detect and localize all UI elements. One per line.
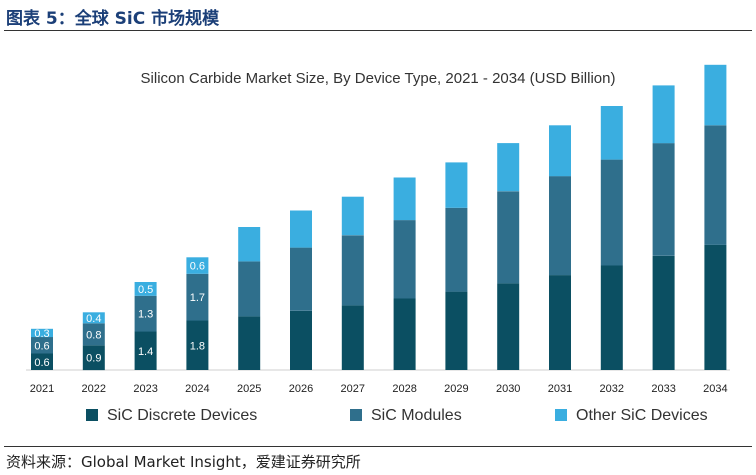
bar-2030-series-1 [497, 191, 520, 284]
x-tick-label: 2029 [444, 383, 468, 395]
legend: SiC Discrete Devices SiC Modules Other SiC… [86, 407, 708, 424]
bar-2033-series-0 [652, 255, 675, 370]
data-label-2021-series-1: 0.6 [34, 340, 49, 352]
x-tick-label: 2027 [341, 383, 365, 395]
bar-2027-series-0 [341, 305, 364, 370]
source-note: 资料来源：Global Market Insight，爱建证券研究所 [6, 453, 361, 471]
bar-2034-series-1 [704, 125, 727, 245]
chart-title: Silicon Carbide Market Size, By Device T… [141, 70, 616, 87]
data-label-2024-series-1: 1.7 [190, 292, 205, 304]
legend-swatch-0 [86, 409, 98, 421]
bar-2025-series-1 [238, 261, 261, 317]
data-label-2021-series-2: 0.3 [34, 328, 49, 340]
bar-2034-series-2 [704, 64, 727, 126]
bar-2021-series-0 [31, 353, 53, 370]
bar-2031-series-2 [549, 125, 571, 177]
bar-2022-series-0 [82, 345, 105, 371]
x-tick-label: 2024 [185, 383, 209, 395]
bar-2024-series-0 [186, 320, 209, 370]
bar-2021-series-2 [31, 328, 53, 338]
data-label-2023-series-0: 1.4 [138, 346, 153, 358]
bar-2025-series-0 [238, 316, 261, 370]
bar-2023-series-0 [134, 331, 157, 370]
bars-group: 0.60.60.30.90.80.41.41.30.51.81.70.6 [31, 64, 727, 371]
x-tick-label: 2034 [703, 383, 727, 395]
legend-swatch-1 [350, 409, 362, 421]
bar-2023-series-2 [134, 282, 157, 296]
x-tick-label: 2032 [600, 383, 624, 395]
bar-2029-series-1 [445, 207, 468, 292]
bar-2030-series-2 [497, 143, 520, 192]
x-tick-label: 2022 [82, 383, 106, 395]
bar-2027-series-2 [341, 196, 364, 236]
legend-label-0: SiC Discrete Devices [107, 407, 257, 424]
figure-title: 图表 5：全球 SiC 市场规模 [6, 9, 220, 29]
bar-2023-series-1 [134, 295, 157, 332]
bar-2032-series-1 [600, 159, 623, 266]
x-ticks-group: 2021 2022 2023 2024 2025 2026 2027 2028 2029 2030… [30, 383, 728, 395]
bar-2034-series-0 [704, 244, 727, 370]
bar-2033-series-2 [652, 85, 675, 144]
legend-label-2: Other SiC Devices [576, 407, 708, 424]
bar-2031-series-1 [549, 176, 571, 276]
x-tick-label: 2021 [30, 383, 54, 395]
x-tick-label: 2028 [392, 383, 416, 395]
bar-2028-series-2 [393, 177, 416, 221]
x-tick-label: 2023 [133, 383, 157, 395]
bar-2026-series-1 [290, 247, 312, 311]
bar-2030-series-0 [497, 283, 520, 370]
x-tick-label: 2031 [548, 383, 572, 395]
bar-2032-series-0 [600, 265, 623, 370]
bar-2026-series-2 [290, 210, 312, 248]
legend-label-1: SiC Modules [371, 407, 462, 424]
legend-swatch-2 [555, 409, 567, 421]
data-label-2022-series-1: 0.8 [86, 329, 101, 341]
bar-2028-series-0 [393, 298, 416, 370]
x-tick-label: 2033 [651, 383, 675, 395]
bar-2022-series-2 [82, 312, 105, 324]
data-label-2023-series-1: 1.3 [138, 309, 153, 321]
bar-2022-series-1 [82, 323, 105, 346]
data-label-2024-series-2: 0.6 [190, 261, 205, 273]
bar-2032-series-2 [600, 106, 623, 160]
bar-2024-series-2 [186, 257, 209, 274]
bar-2028-series-1 [393, 220, 416, 299]
bar-2026-series-0 [290, 310, 312, 370]
data-label-2022-series-0: 0.9 [86, 353, 101, 365]
data-label-2023-series-2: 0.5 [138, 284, 153, 296]
data-label-2021-series-0: 0.6 [34, 357, 49, 369]
bar-2025-series-2 [238, 227, 261, 262]
bar-2033-series-1 [652, 143, 675, 256]
data-label-2022-series-2: 0.4 [86, 313, 101, 325]
bar-2021-series-1 [31, 337, 53, 354]
x-tick-label: 2030 [496, 383, 520, 395]
bar-2029-series-0 [445, 291, 468, 370]
bar-2031-series-0 [549, 275, 571, 370]
x-tick-label: 2026 [289, 383, 313, 395]
bar-2029-series-2 [445, 162, 468, 208]
top-rule [4, 30, 752, 31]
data-label-2024-series-0: 1.8 [190, 340, 205, 352]
bar-2024-series-1 [186, 273, 209, 321]
x-tick-label: 2025 [237, 383, 261, 395]
bar-2027-series-1 [341, 235, 364, 306]
bottom-rule [4, 446, 752, 447]
